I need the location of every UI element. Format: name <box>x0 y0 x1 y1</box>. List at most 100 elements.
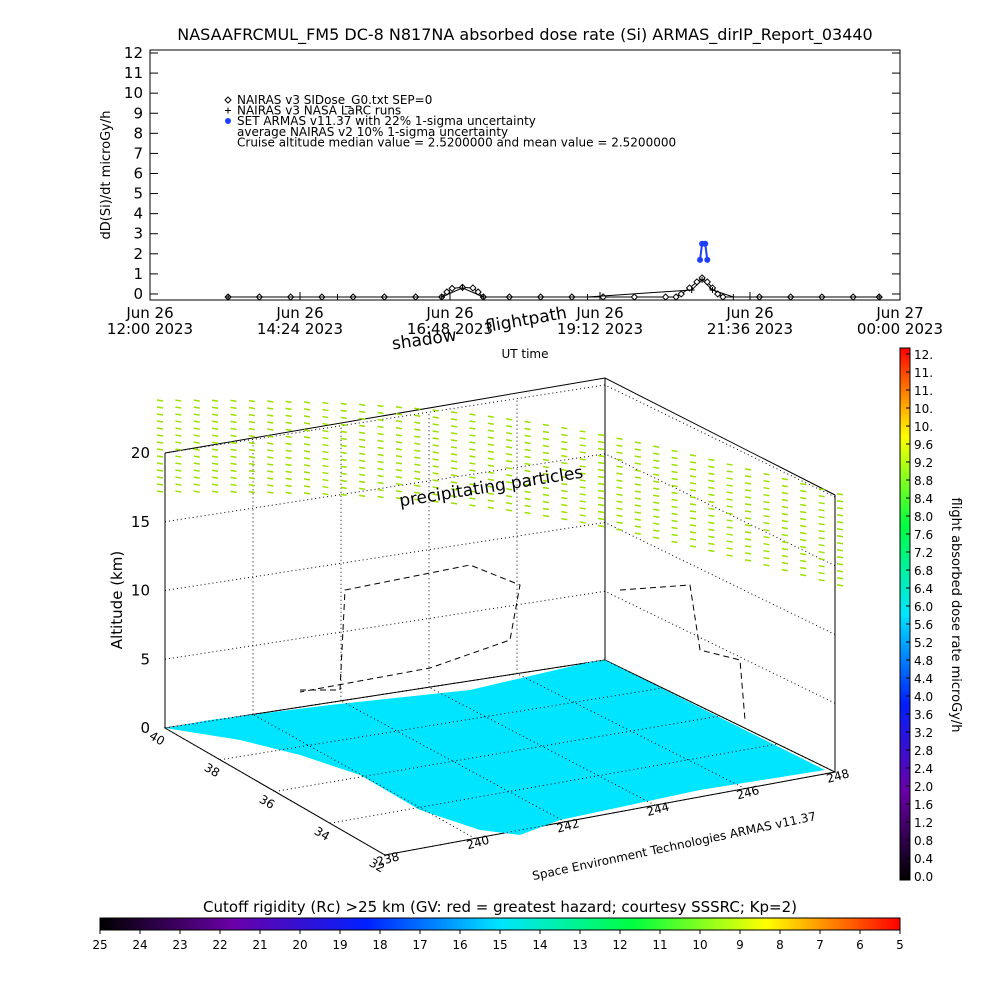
particle-dash <box>432 430 439 433</box>
colorbar-tick-label: 18 <box>372 938 387 952</box>
particle-dash <box>634 532 641 535</box>
particle-dash <box>781 540 788 544</box>
particle-dash <box>524 462 531 466</box>
particle-dash <box>450 432 458 435</box>
particle-dash <box>708 528 715 532</box>
particle-dash <box>212 399 219 402</box>
marker <box>730 293 737 300</box>
x-tick-label: Jun 26 21:36 2023 <box>707 304 793 338</box>
particle-dash <box>634 483 641 486</box>
particle-dash <box>506 418 513 421</box>
particle-dash <box>193 406 200 409</box>
particle-dash <box>359 487 366 491</box>
colorbar-tick-label: 9.6 <box>914 438 933 452</box>
marker <box>334 293 341 300</box>
colorbar-tick-label: 0.8 <box>914 834 933 848</box>
particle-dash <box>193 476 200 479</box>
particle-dash <box>671 477 678 481</box>
grid-line <box>164 590 836 704</box>
particle-dash <box>763 514 770 518</box>
y-tick-label: 36 <box>257 792 277 812</box>
particle-dash <box>303 415 311 418</box>
particle-dash <box>506 474 513 477</box>
particle-dash <box>193 469 200 472</box>
particle-dash <box>763 493 770 497</box>
particle-dash <box>836 549 844 552</box>
particle-dash <box>561 503 568 507</box>
marker <box>688 286 695 293</box>
legend-symbol <box>225 107 231 114</box>
y-tick-label: 5 <box>133 185 143 203</box>
marker <box>480 293 487 300</box>
particle-dash <box>212 427 219 430</box>
particle-dash <box>267 428 274 431</box>
particle-dash <box>230 434 237 438</box>
particle-dash <box>726 477 733 480</box>
grid-line <box>516 673 746 790</box>
particle-dash <box>616 437 623 440</box>
particle-dash <box>763 542 770 546</box>
particle-dash <box>322 415 329 419</box>
marker <box>876 293 883 300</box>
particle-dash <box>634 441 641 444</box>
particle-dash <box>340 465 347 469</box>
colorbar-tick-label: 6.8 <box>914 564 933 578</box>
particle-dash <box>542 444 550 448</box>
particle-dash <box>634 511 641 514</box>
particle-dash <box>285 421 292 425</box>
particle-dash <box>818 522 825 526</box>
particle-dash <box>469 427 476 430</box>
particle-dash <box>763 535 770 539</box>
particle-dash <box>689 489 697 492</box>
colorbar-tick-label: 10. <box>914 420 933 434</box>
particle-dash <box>267 449 274 452</box>
particle-dash <box>653 473 660 476</box>
particle-dash <box>469 434 476 437</box>
particle-dash <box>524 448 531 452</box>
marker <box>661 293 670 301</box>
particle-dash <box>561 426 568 430</box>
particle-dash <box>193 399 200 402</box>
colorbar-tick-label: 16 <box>452 938 467 952</box>
particle-dash <box>450 467 458 470</box>
particle-dash <box>267 414 274 417</box>
particle-dash <box>175 413 182 416</box>
colorbar-tick-label: 0.0 <box>914 870 933 884</box>
particle-dash <box>818 550 825 554</box>
particle-dash <box>561 489 568 493</box>
particle-dash <box>726 554 733 557</box>
particle-dash <box>432 465 439 468</box>
particle-dash <box>542 472 550 476</box>
y-tick-label: 12 <box>124 44 143 62</box>
particle-dash <box>340 444 347 448</box>
particle-dash <box>156 434 164 437</box>
particle-dash <box>653 508 660 511</box>
particle-dash <box>156 455 164 458</box>
particle-dash <box>285 435 292 439</box>
grid-line <box>340 700 566 823</box>
particle-dash <box>579 507 586 510</box>
particle-dash <box>744 552 752 555</box>
particle-dash <box>781 526 788 530</box>
particle-dash <box>230 448 237 452</box>
particle-dash <box>561 517 568 521</box>
particle-dash <box>193 434 200 437</box>
particle-dash <box>432 409 439 412</box>
particle-dash <box>359 445 366 449</box>
particle-dash <box>175 455 182 458</box>
particle-dash <box>212 448 219 451</box>
particle-dash <box>156 476 164 479</box>
particle-dash <box>818 571 825 575</box>
y-tick-label: 10 <box>124 84 143 102</box>
particle-dash <box>616 521 623 524</box>
particle-dash <box>175 420 182 423</box>
particle-dash <box>671 533 678 537</box>
flight-path <box>619 584 746 721</box>
particle-dash <box>450 425 458 428</box>
particle-dash <box>193 490 200 493</box>
particle-dash <box>579 430 586 433</box>
y-tick-label: 11 <box>124 64 143 82</box>
grid-line <box>384 771 836 856</box>
particle-dash <box>524 455 531 459</box>
